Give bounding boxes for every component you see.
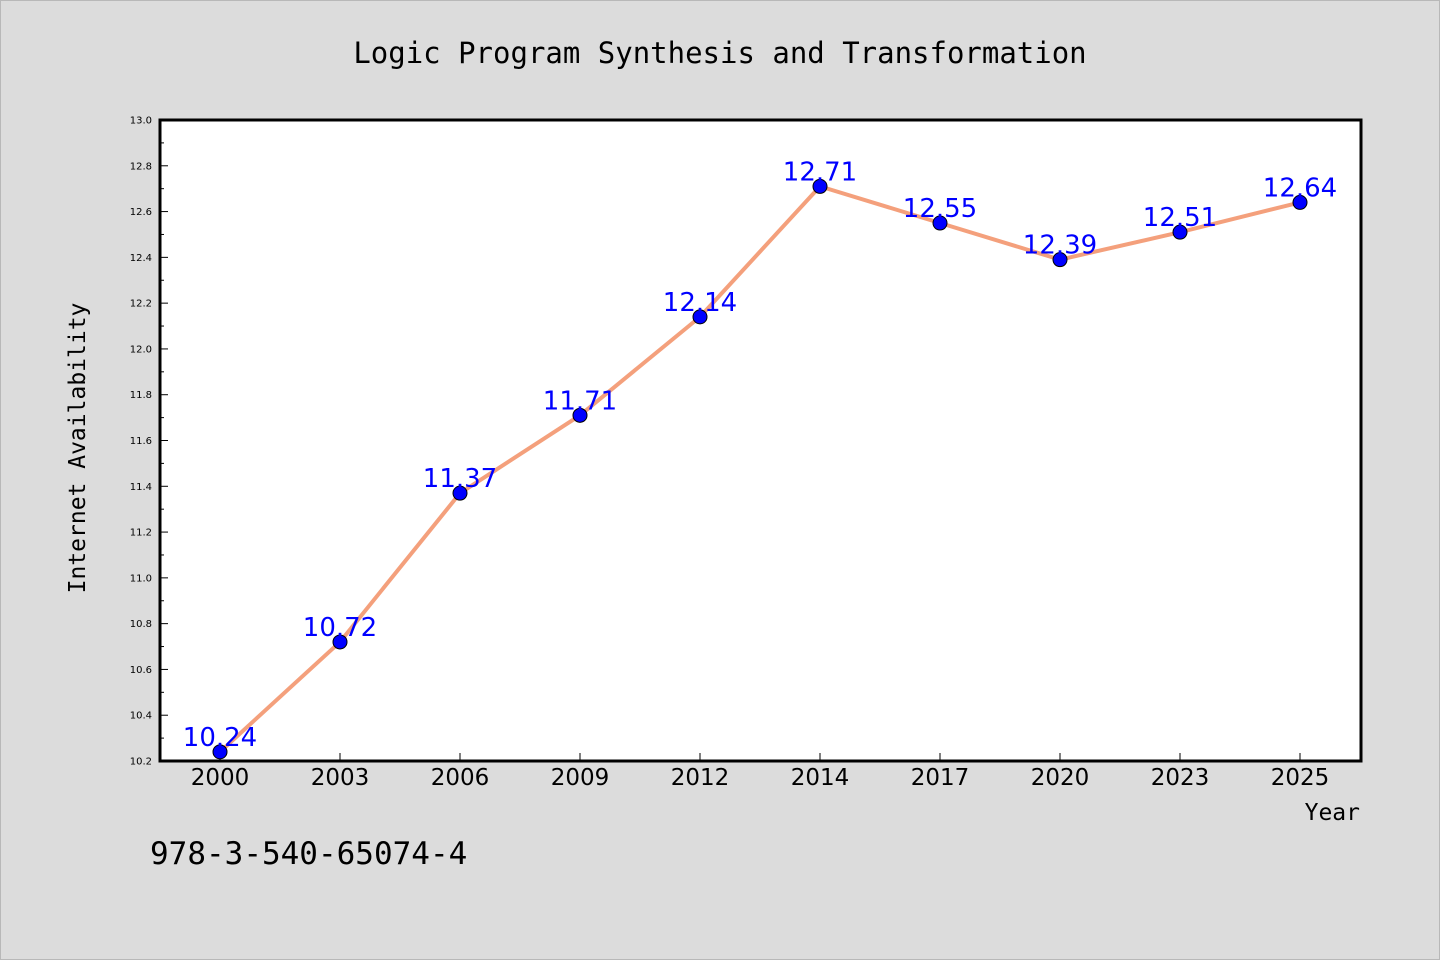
x-tick-label: 2003 xyxy=(311,765,370,791)
y-tick-label: 11.6 xyxy=(130,436,152,447)
y-tick-label: 11.8 xyxy=(130,390,152,401)
y-axis-label: Internet Availability xyxy=(65,303,91,594)
x-tick-label: 2025 xyxy=(1271,765,1330,791)
x-tick-label: 2009 xyxy=(551,765,610,791)
y-tick-label: 11.0 xyxy=(130,573,152,584)
y-tick-label: 12.8 xyxy=(130,161,152,172)
plot-area xyxy=(160,120,1361,761)
data-labels: 10.24 10.72 11.37 11.71 12.14 12.71 12.55 12.39… xyxy=(183,157,1337,752)
data-point xyxy=(1172,224,1188,240)
data-label: 12.14 xyxy=(663,288,737,318)
chart-title: Logic Program Synthesis and Transformati… xyxy=(353,36,1086,70)
y-tick-label: 10.8 xyxy=(130,619,152,630)
y-tick-label: 11.4 xyxy=(130,482,152,493)
data-label: 11.71 xyxy=(543,386,617,416)
data-label: 12.64 xyxy=(1263,173,1337,203)
x-axis-label: Year xyxy=(1305,800,1360,826)
series-line xyxy=(218,184,1301,754)
data-point xyxy=(332,634,348,650)
y-tick-label: 10.2 xyxy=(130,757,152,768)
data-point xyxy=(932,215,948,231)
y-tick-label: 12.4 xyxy=(130,253,152,264)
x-axis: 2000 2003 2006 2009 2012 2014 2017 2020 2023 2025 xyxy=(191,753,1330,791)
data-point xyxy=(692,309,708,325)
y-tick-label: 10.6 xyxy=(130,665,152,676)
data-point xyxy=(812,178,828,194)
data-label: 12.55 xyxy=(903,194,977,224)
y-tick-label: 10.4 xyxy=(130,711,152,722)
x-tick-label: 2006 xyxy=(431,765,490,791)
x-tick-label: 2017 xyxy=(911,765,970,791)
data-point xyxy=(212,744,228,760)
x-tick-label: 2020 xyxy=(1031,765,1090,791)
y-axis: 10.2 10.4 10.6 10.8 11.0 11.2 11.4 11.6 11.8 12.0… xyxy=(130,116,168,768)
data-label: 12.51 xyxy=(1143,203,1217,233)
x-tick-label: 2014 xyxy=(791,765,850,791)
data-point xyxy=(452,485,468,501)
data-label: 11.37 xyxy=(423,464,497,494)
data-label: 12.71 xyxy=(783,157,857,187)
data-point xyxy=(1292,194,1308,210)
y-tick-label: 12.0 xyxy=(130,344,152,355)
data-markers xyxy=(212,178,1308,760)
x-tick-label: 2023 xyxy=(1151,765,1210,791)
x-tick-label: 2000 xyxy=(191,765,250,791)
x-tick-label: 2012 xyxy=(671,765,730,791)
data-label: 10.24 xyxy=(183,723,257,753)
y-tick-label: 13.0 xyxy=(130,116,152,127)
y-tick-label: 12.2 xyxy=(130,299,152,310)
plot-border xyxy=(158,118,1363,763)
isbn-annotation: 978-3-540-65074-4 xyxy=(150,836,467,872)
data-label: 12.39 xyxy=(1023,231,1097,261)
data-point xyxy=(1052,252,1068,268)
y-tick-label: 11.2 xyxy=(130,528,152,539)
data-label: 10.72 xyxy=(303,613,377,643)
y-tick-label: 12.6 xyxy=(130,207,152,218)
data-point xyxy=(572,407,588,423)
